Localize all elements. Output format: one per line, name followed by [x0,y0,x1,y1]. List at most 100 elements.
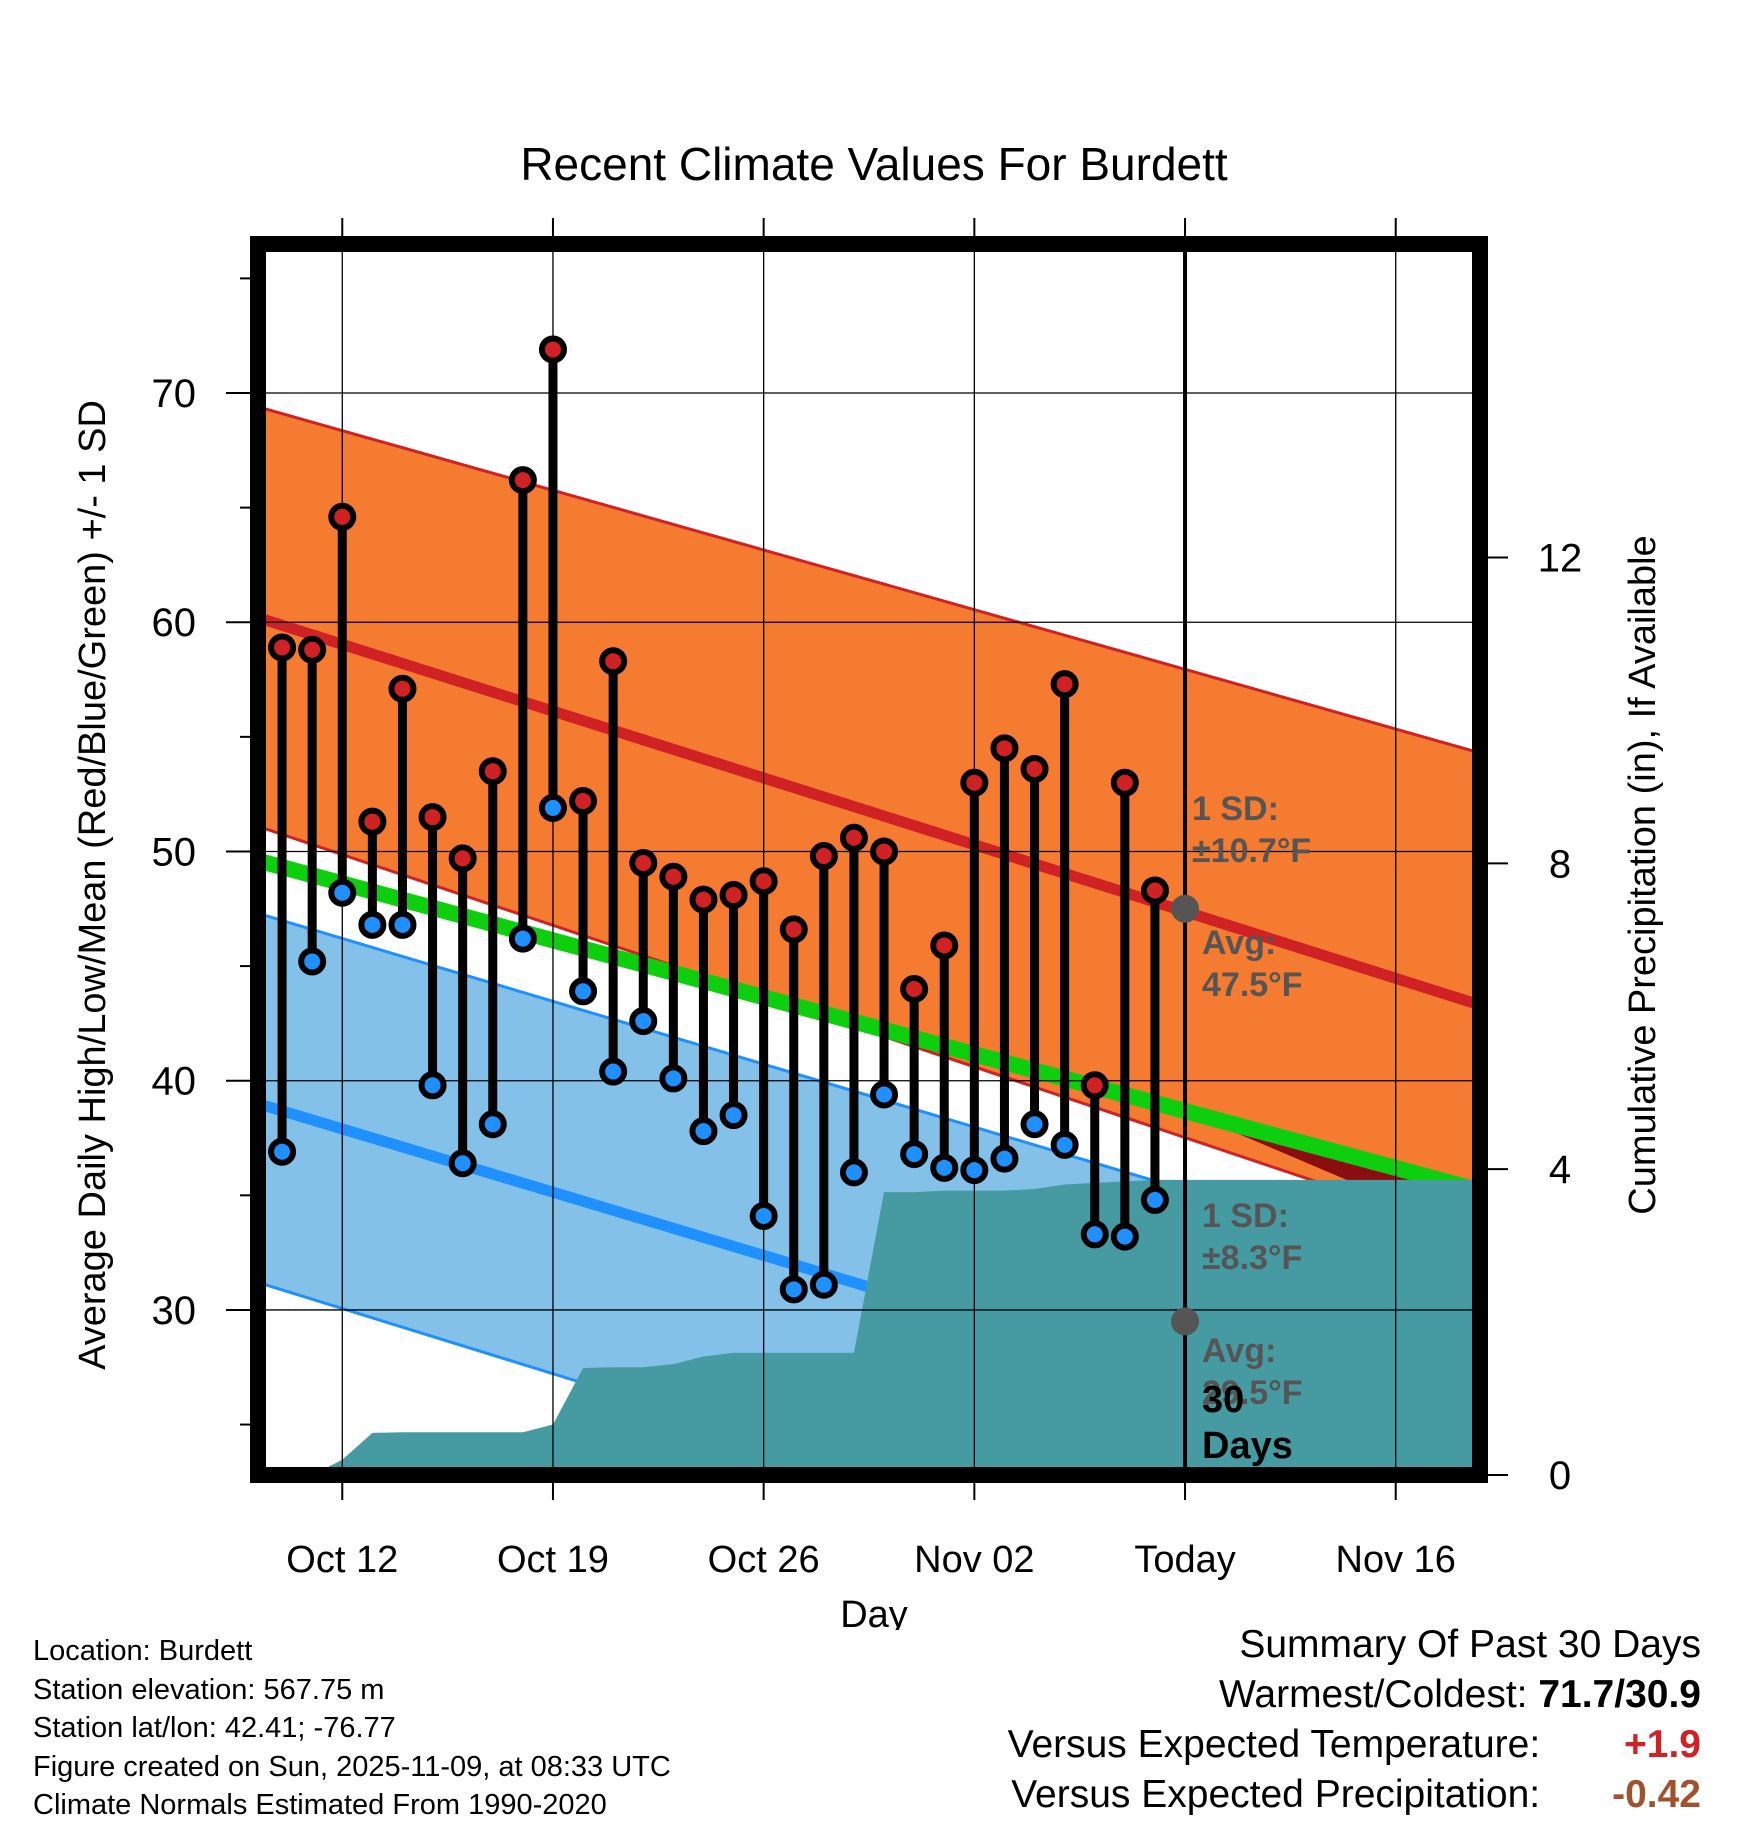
chart-title: Recent Climate Values For Burdett [520,138,1228,190]
high-sd-band [258,406,1480,1237]
obs-high-point [599,647,628,676]
obs-high-point [358,807,387,836]
obs-high-point [629,848,658,877]
obs-high-point [779,915,808,944]
obs-low-point [418,1071,447,1100]
y-tick-label-left: 30 [152,1289,197,1333]
obs-high-point [659,862,688,891]
plot-layer: 1 SD: ±10.7°F Avg: 47.5°F 1 SD: ±8.3°F Avg: 29.… [152,218,1583,1581]
summary-warmest-value: 71.7/30.9 [1538,1673,1701,1716]
obs-low-point [448,1149,477,1178]
info-latlon: Station lat/lon: 42.41; -76.77 [33,1712,396,1744]
obs-high-point [719,881,748,910]
obs-low-point [629,1007,658,1036]
summary-temp-row: Versus Expected Temperature: +1.9 [1008,1720,1701,1770]
obs-high-point [809,842,838,871]
obs-low-point [478,1110,507,1139]
obs-low-point [1020,1110,1049,1139]
x-tick-label: Nov 02 [914,1539,1034,1581]
summary-warmest-label: Warmest/Coldest: [1219,1673,1528,1716]
y-tick-label-right: 0 [1549,1454,1571,1498]
x-axis-label: Day [840,1594,908,1630]
obs-high-point [508,466,537,495]
y-tick-label-right: 8 [1549,842,1571,886]
obs-low-point [538,793,567,822]
obs-high-point [388,674,417,703]
obs-low-point [689,1117,718,1146]
obs-high-point [569,787,598,816]
info-elevation: Station elevation: 567.75 m [33,1673,385,1706]
station-info: Location: Burdett Station elevation: 567… [33,1632,671,1825]
obs-low-point [870,1080,899,1109]
obs-high-point [990,734,1019,763]
obs-high-point [448,844,477,873]
obs-high-point [1140,876,1169,905]
obs-high-point [960,768,989,797]
obs-low-point [839,1158,868,1187]
x-tick-label: Oct 26 [708,1539,820,1581]
plot-clipped [258,244,1480,1475]
axes: Oct 12 Oct 19 Oct 26 Nov 02 Today Nov 1630405… [152,218,1583,1581]
y-tick-label-left: 40 [152,1060,197,1104]
window-days-label: 30 Days [1202,1379,1293,1467]
obs-high-point [538,335,567,364]
summary-warmest-row: Warmest/Coldest: 71.7/30.9 [1008,1670,1701,1720]
obs-high-point [1110,768,1139,797]
y-axis-label-left: Average Daily High/Low/Mean (Red/Blue/Gr… [72,400,114,1370]
obs-low-point [930,1153,959,1182]
low-sd-annotation-line: ±8.3°F [1202,1239,1302,1277]
x-tick-label: Oct 19 [497,1539,609,1581]
obs-low-point [1140,1185,1169,1214]
window-days-num: 30 [1202,1379,1244,1421]
y-tick-label-left: 60 [152,601,197,645]
info-location: Location: Burdett [33,1635,253,1667]
obs-low-point [659,1064,688,1093]
summary-precip-label: Versus Expected Precipitation: [1011,1773,1541,1816]
obs-low-point [298,947,327,976]
low-avg-annotation: Avg: 29.5°F [1202,1332,1303,1412]
summary-title: Summary Of Past 30 Days [1239,1623,1701,1666]
climate-chart: 1 SD: ±10.7°F Avg: 47.5°F 1 SD: ±8.3°F Avg: 29.… [72,138,1664,1630]
summary-temp-value: +1.9 [1624,1723,1701,1766]
obs-high-point [1080,1071,1109,1100]
cumulative-precip-area [258,1179,1480,1475]
obs-high-point [268,633,297,662]
low-sd-annotation-line: 1 SD: [1202,1197,1289,1235]
summary-precip-value: -0.42 [1612,1773,1701,1816]
x-tick-label: Today [1134,1539,1235,1581]
high-avg-annotation-line: 47.5°F [1202,966,1303,1004]
obs-high-point [1020,754,1049,783]
obs-low-point [1080,1220,1109,1249]
low-sd-annotation: 1 SD: ±8.3°F [1202,1197,1302,1277]
high-avg-marker [1171,894,1200,923]
obs-low-point [1050,1130,1079,1159]
low-avg-annotation-line: 29.5°F [1202,1374,1303,1412]
obs-high-point [478,757,507,786]
high-sd-upper-line [258,405,1480,755]
obs-high-point [839,823,868,852]
obs-high-point [870,837,899,866]
y-tick-label-left: 50 [152,830,197,874]
y-tick-label-right: 4 [1549,1148,1571,1192]
plot-frame [250,236,1488,1483]
summary-precip-row: Versus Expected Precipitation: -0.42 [1008,1770,1701,1820]
obs-high-point [1050,670,1079,699]
high-avg-annotation-line: Avg: [1202,924,1276,962]
high-sd-annotation-line: ±10.7°F [1192,832,1311,870]
summary-temp-label: Versus Expected Temperature: [1007,1723,1541,1766]
y-tick-label-right: 12 [1538,536,1583,580]
obs-low-point [508,924,537,953]
obs-low-point [358,910,387,939]
y-tick-label-left: 70 [152,372,197,416]
obs-low-point [749,1201,778,1230]
info-created: Figure created on Sun, 2025-11-09, at 08… [33,1750,671,1783]
obs-low-point [268,1137,297,1166]
obs-high-point [900,975,929,1004]
y-axis-label-right: Cumulative Precipitation (in), If Availa… [1622,535,1664,1214]
obs-high-point [749,867,778,896]
obs-low-point [569,977,598,1006]
obs-high-point [418,803,447,832]
obs-low-point [1110,1222,1139,1251]
obs-high-point [328,502,357,531]
obs-high-point [930,931,959,960]
